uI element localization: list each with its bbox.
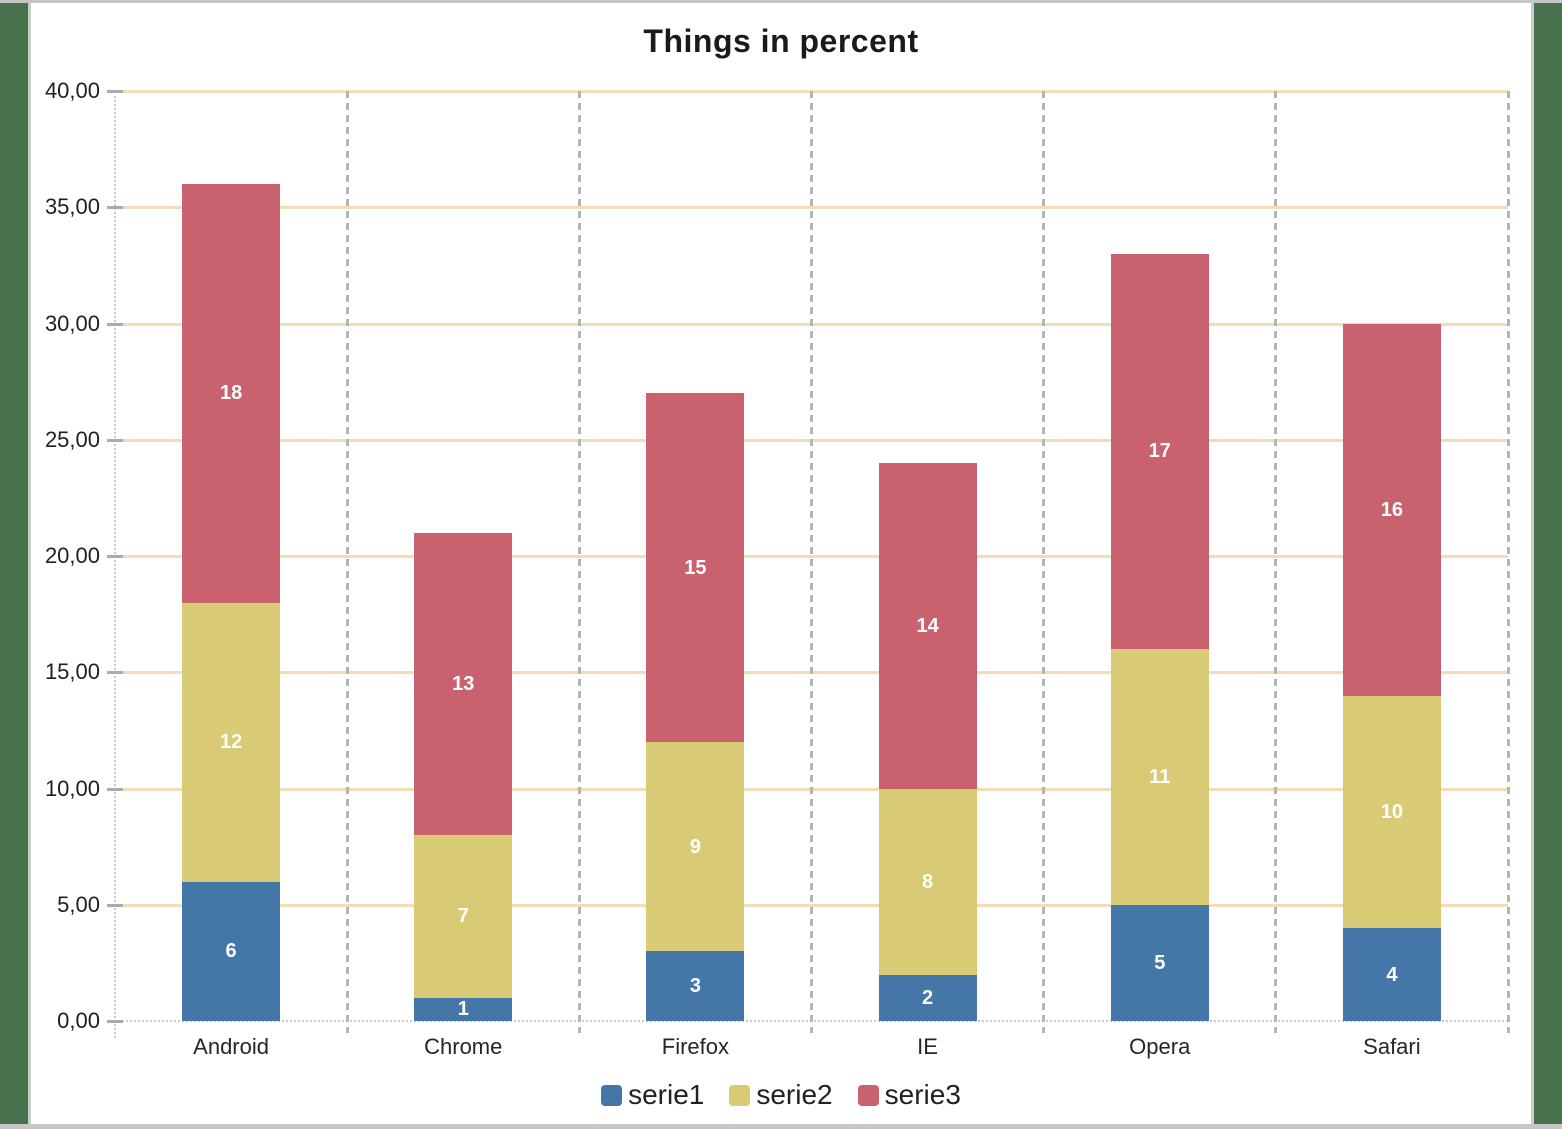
bar-segment-serie2-ie: 8	[878, 788, 977, 975]
x-axis-label-chrome: Chrome	[424, 1034, 503, 1059]
legend-swatch-serie1	[601, 1084, 623, 1106]
bar-segment-serie1-opera: 5	[1110, 904, 1209, 1021]
bar-segment-label: 4	[1386, 963, 1398, 986]
bar-segment-serie3-opera: 17	[1110, 253, 1209, 649]
bar-segment-serie1-android: 6	[182, 881, 281, 1021]
category-separator	[1042, 91, 1046, 1033]
x-axis-label-opera: Opera	[1129, 1034, 1191, 1059]
legend-item-serie1: serie1	[601, 1079, 704, 1111]
chart-canvas: Things in percent 6 12 18 1 7 13 3 9 15 2 8 14 5 11 17…	[28, 3, 1534, 1124]
bar-segment-label: 15	[684, 556, 707, 579]
right-frame-strip	[1534, 3, 1562, 1124]
y-axis-tick-label: 0,00	[57, 1008, 100, 1033]
x-axis-label-safari: Safari	[1363, 1034, 1421, 1059]
y-axis-tick	[107, 322, 123, 326]
y-axis-tick-label: 15,00	[44, 659, 100, 685]
x-axis-label-firefox: Firefox	[661, 1034, 730, 1059]
bar-segment-label: 17	[1148, 440, 1171, 463]
legend-label: serie3	[884, 1079, 961, 1110]
window-top-edge	[0, 0, 1562, 3]
bar-segment-label: 11	[1149, 765, 1171, 788]
bar-segment-serie2-opera: 11	[1110, 649, 1209, 905]
legend-swatch-serie2	[729, 1084, 751, 1106]
chart-title: Things in percent	[643, 23, 919, 59]
legend-label: serie2	[756, 1079, 833, 1110]
legend-item-serie2: serie2	[729, 1079, 833, 1111]
legend-label: serie1	[628, 1079, 705, 1110]
bar-segment-serie2-chrome: 7	[414, 835, 513, 998]
bar-segment-serie3-android: 18	[182, 184, 281, 603]
legend-swatch-serie3	[857, 1084, 879, 1106]
y-axis-tick	[107, 438, 123, 442]
bar-segment-label: 5	[1154, 951, 1166, 974]
category-separator	[810, 91, 813, 1033]
bar-segment-label: 14	[916, 614, 939, 637]
bar-segment-label: 18	[219, 382, 243, 405]
y-axis-tick	[107, 90, 123, 93]
bar-segment-serie3-chrome: 13	[414, 532, 513, 835]
bar-segment-label: 2	[922, 986, 934, 1009]
y-axis-tick	[107, 787, 123, 791]
bar-segment-serie2-firefox: 9	[646, 742, 745, 952]
bar-segment-label: 6	[225, 940, 237, 963]
y-axis-tick-label: 40,00	[44, 78, 100, 103]
y-axis-tick	[107, 1020, 123, 1023]
bar-segment-serie3-firefox: 15	[646, 393, 745, 742]
x-axis-label-android: Android	[193, 1034, 269, 1059]
window-bottom-edge	[0, 1124, 1562, 1129]
bar-segment-serie3-safari: 16	[1342, 323, 1441, 696]
bar-segment-serie1-firefox: 3	[646, 951, 745, 1021]
bar-segment-serie2-android: 12	[182, 602, 281, 882]
y-axis-tick	[107, 206, 123, 210]
category-separator	[1274, 91, 1278, 1033]
x-axis-label-ie: IE	[917, 1034, 938, 1059]
category-separator	[345, 91, 349, 1033]
bar-segment-serie2-safari: 10	[1342, 695, 1441, 928]
category-separator	[577, 91, 581, 1033]
y-axis-tick	[107, 555, 123, 558]
bar-segment-label: 3	[689, 975, 701, 998]
legend-item-serie3: serie3	[857, 1079, 961, 1111]
y-axis-tick-label: 25,00	[44, 426, 100, 452]
y-axis-tick-label: 10,00	[44, 775, 100, 801]
bar-segment-label: 16	[1380, 498, 1404, 521]
bar-segment-serie1-chrome: 1	[414, 997, 513, 1021]
plot-area: 6 12 18 1 7 13 3 9 15 2 8 14 5 11 17 4 10 16	[115, 90, 1510, 1033]
y-axis-tick	[107, 671, 123, 675]
y-axis-line	[114, 91, 116, 1038]
y-axis-tick-label: 20,00	[44, 543, 100, 568]
bar-segment-label: 10	[1380, 800, 1404, 823]
category-separator	[1506, 91, 1510, 1033]
y-axis-tick-label: 30,00	[44, 310, 100, 336]
bar-segment-serie3-ie: 14	[878, 463, 977, 789]
bar-segment-label: 9	[689, 835, 701, 858]
bar-segment-label: 7	[457, 905, 469, 928]
bar-segment-label: 1	[457, 998, 469, 1021]
bar-segment-label: 8	[922, 870, 934, 893]
bar-segment-label: 12	[219, 731, 243, 753]
y-axis-tick-label: 35,00	[44, 194, 100, 220]
left-frame-strip	[0, 3, 28, 1124]
bar-segment-serie1-ie: 2	[878, 974, 977, 1021]
bar-segment-serie1-safari: 4	[1342, 928, 1441, 1021]
legend: serie1 serie2 serie3	[31, 1079, 1531, 1111]
y-axis-tick	[107, 903, 123, 907]
y-axis-tick-label: 5,00	[57, 891, 100, 917]
bar-segment-label: 13	[452, 672, 475, 695]
